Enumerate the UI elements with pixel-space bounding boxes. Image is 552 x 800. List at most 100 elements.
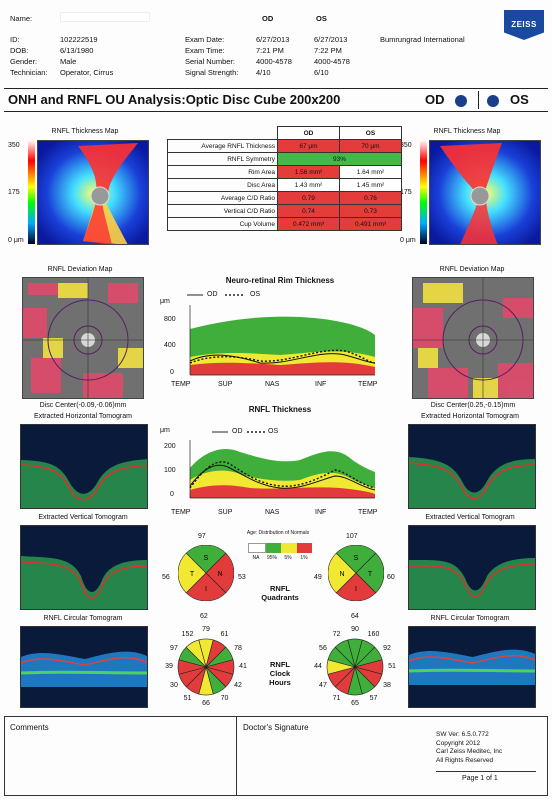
metric-label: Average C/D Ratio (167, 191, 278, 205)
clock-hour-value: 70 (220, 695, 229, 703)
exam-time-od: 7:21 PM (256, 46, 284, 55)
quad-os-s: 107 (346, 533, 358, 540)
horizontal-tomogram-label-os: Extracted Horizontal Tomogram (421, 413, 519, 420)
metric-label: Average RNFL Thickness (167, 139, 278, 153)
sw-version: SW Ver: 6.5.0.772 (436, 731, 489, 738)
rim-ytick-top: 800 (164, 316, 176, 323)
rnfl-ytick-mid: 100 (164, 467, 176, 474)
clock-hour-value: 152 (181, 630, 194, 638)
thickness-map-os (429, 140, 541, 245)
serial-label: Serial Number: (185, 57, 236, 66)
clock-hour-value: 72 (332, 630, 341, 638)
scale-mid-os: 175 (400, 189, 412, 196)
clock-hour-value: 65 (351, 700, 359, 707)
rnfl-xtick: INF (315, 509, 327, 516)
clock-hour-value: 42 (234, 681, 242, 689)
distribution-swatches (248, 543, 312, 553)
clock-hour-value: 160 (367, 630, 380, 638)
quad-os-n: 60 (387, 574, 395, 581)
rnfl-chart-title: RNFL Thickness (248, 405, 312, 414)
rim-chart-plot (189, 305, 376, 376)
clock-sector (185, 639, 207, 669)
rnfl-xtick: SUP (218, 509, 233, 516)
distribution-item: 95% (266, 555, 277, 561)
clock-hour-value: 78 (234, 644, 242, 652)
clock-hour-value: 92 (383, 644, 391, 652)
clock-hour-value: 30 (170, 681, 178, 689)
scale-top-od: 350 (8, 142, 20, 149)
metric-symmetry-value: 93% (277, 152, 402, 166)
quad-od-s: 97 (198, 533, 206, 540)
clock-chart-os (326, 638, 384, 696)
quadrants-label: RNFL Quadrants (252, 584, 308, 602)
rnfl-legend-od: OD (232, 428, 243, 435)
clock-hour-value: 44 (314, 663, 322, 670)
rnfl-xtick: NAS (265, 509, 280, 516)
signal-od: 4/10 (256, 68, 271, 77)
rim-legend-os: OS (250, 291, 261, 298)
eye-od-label: OD (425, 92, 445, 107)
page-number: Page 1 of 1 (462, 775, 498, 782)
metrics-table: OD OS Average RNFL Thickness 67 μm 70 μm… (167, 126, 402, 231)
quad-os-i: 64 (351, 613, 359, 620)
rnfl-chart-unit: μm (160, 427, 170, 434)
vertical-tomogram-os (408, 525, 536, 610)
rim-xtick: INF (315, 381, 327, 388)
eye-os-label: OS (510, 92, 529, 107)
rnfl-xtick: TEMP (171, 509, 191, 516)
distribution-labels: NA 95% 5% 1% (248, 555, 312, 561)
distribution-title: Distribution of Normals (258, 530, 310, 536)
clock-hour-value: 51 (388, 663, 396, 670)
clock-hour-value: 90 (351, 626, 359, 633)
svg-text:N: N (339, 571, 344, 578)
deviation-map-label-os: RNFL Deviation Map (439, 266, 505, 273)
od-column-label: OD (262, 14, 274, 23)
rnfl-ytick-bot: 0 (170, 491, 174, 498)
color-scale-od (28, 140, 35, 244)
software-info: SW Ver: 6.5.0.772 Copyright 2012 Carl Ze… (436, 731, 546, 765)
id-label: ID: (10, 35, 20, 44)
scale-top-os: 350 (400, 142, 412, 149)
clock-hour-value: 38 (383, 681, 391, 689)
metric-od-value: 0.472 mm³ (277, 217, 340, 231)
metric-os-value: 1.45 mm² (339, 178, 402, 192)
distribution-item: 5% (284, 555, 292, 561)
quad-od-t: 56 (162, 574, 170, 581)
metric-label: Rim Area (167, 165, 278, 179)
metric-od-value: 67 μm (277, 139, 340, 153)
gender-label: Gender: (10, 57, 38, 66)
distribution-item: 1% (300, 555, 308, 561)
metric-label: Cup Volume (167, 217, 278, 231)
name-label: Name: (10, 14, 33, 23)
clock-hour-value: 57 (369, 695, 378, 703)
metric-label: RNFL Symmetry (167, 152, 278, 166)
signature-label: Doctor's Signature (243, 723, 309, 732)
clock-hour-value: 56 (319, 644, 327, 652)
clock-sector (334, 639, 356, 669)
exam-date-label: Exam Date: (185, 35, 225, 44)
rim-ytick-bot: 0 (170, 369, 174, 376)
clock-hour-value: 79 (202, 626, 210, 633)
page-title: ONH and RNFL OU Analysis:Optic Disc Cube… (8, 92, 341, 107)
distribution-legend: Age: Distribution of Normals (243, 530, 313, 536)
deviation-map-od (22, 277, 144, 399)
circular-tomogram-label-od: RNFL Circular Tomogram (43, 615, 123, 622)
horizontal-tomogram-label-od: Extracted Horizontal Tomogram (34, 413, 132, 420)
thickness-map-od (37, 140, 149, 245)
clock-hour-value: 61 (220, 630, 229, 638)
signal-label: Signal Strength: (185, 68, 239, 77)
exam-date-os: 6/27/2013 (314, 35, 348, 44)
svg-text:T: T (190, 571, 195, 578)
clock-hour-value: 39 (165, 663, 173, 670)
scale-bot-od: 0 μm (8, 237, 24, 244)
exam-time-label: Exam Time: (185, 46, 225, 55)
quadrant-chart-od: S N I T (178, 545, 234, 601)
footer-box (4, 716, 548, 796)
clock-hour-value: 97 (170, 644, 178, 652)
gender-value: Male (60, 57, 77, 66)
vertical-tomogram-label-od: Extracted Vertical Tomogram (38, 514, 128, 521)
od-dot-icon (455, 95, 467, 107)
svg-text:S: S (204, 555, 209, 562)
color-scale-os (420, 140, 427, 244)
clock-label-line: Hours (269, 678, 291, 687)
